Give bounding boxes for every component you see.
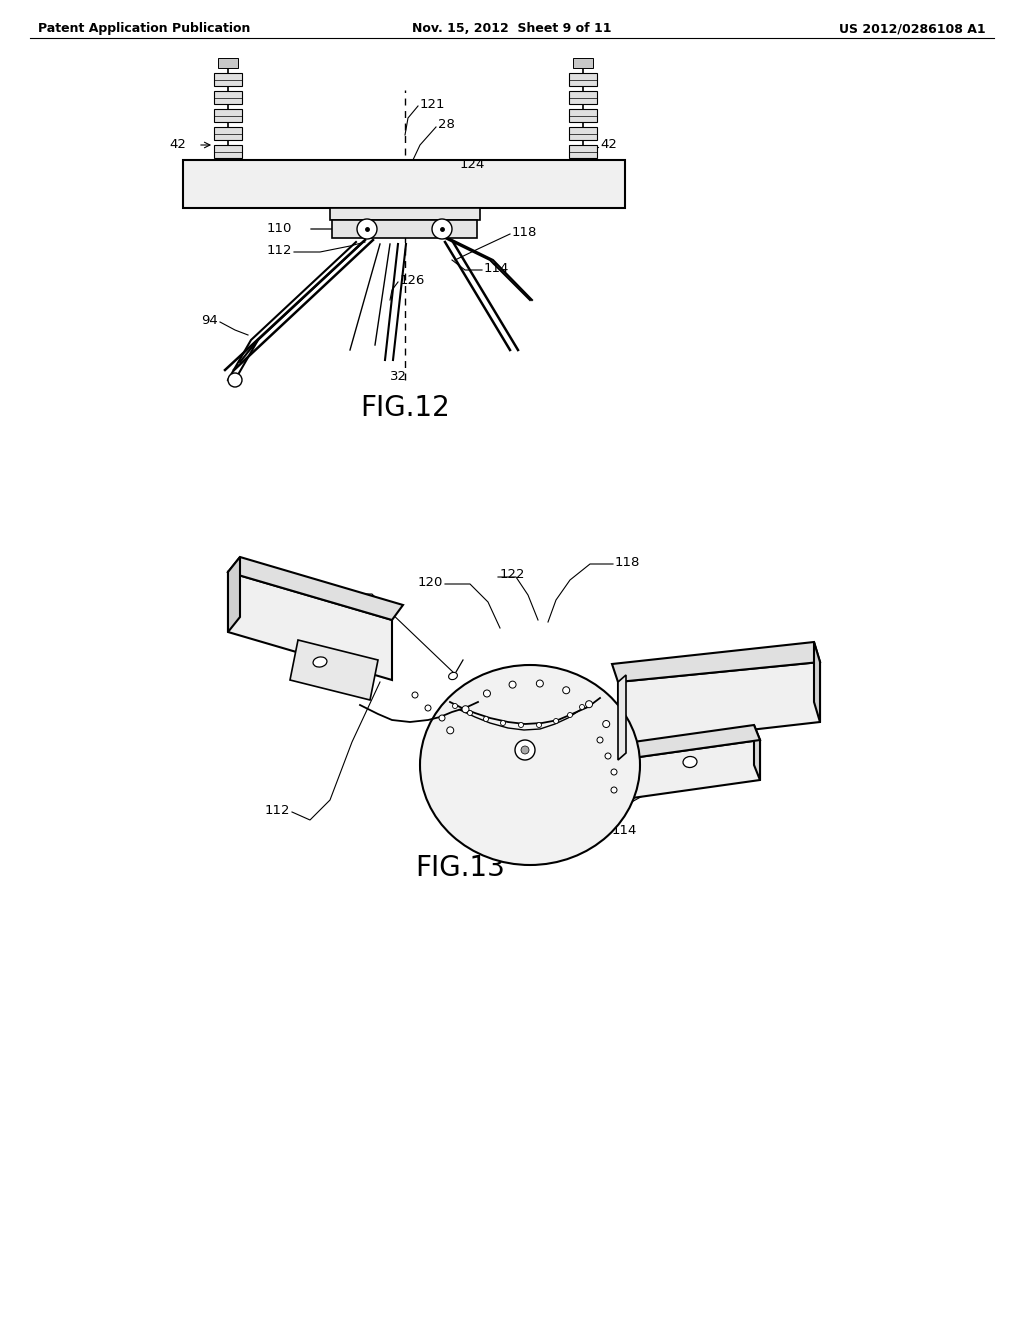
Circle shape [586,701,593,708]
Polygon shape [612,725,760,760]
Circle shape [611,770,617,775]
Text: 118: 118 [512,226,538,239]
Circle shape [554,718,558,723]
Bar [573,58,593,69]
Text: US 2012/0286108 A1: US 2012/0286108 A1 [840,22,986,36]
Ellipse shape [449,672,458,680]
Circle shape [521,746,529,754]
Text: 28: 28 [438,119,455,132]
Bar [214,110,242,121]
Circle shape [462,706,469,713]
Circle shape [446,727,454,734]
Bar [330,209,480,220]
Ellipse shape [420,665,640,865]
Circle shape [611,787,617,793]
Text: FIG.12: FIG.12 [360,393,450,422]
Circle shape [567,713,572,718]
Bar [569,91,597,104]
Bar [218,58,238,69]
Text: 124: 124 [460,158,485,172]
Ellipse shape [313,657,327,667]
Ellipse shape [683,756,697,767]
Polygon shape [618,741,760,800]
Polygon shape [228,572,392,680]
Circle shape [501,721,506,726]
Text: Patent Application Publication: Patent Application Publication [38,22,251,36]
Circle shape [468,710,472,715]
Text: 110: 110 [266,223,292,235]
Text: 114: 114 [612,824,637,837]
Circle shape [515,741,535,760]
Circle shape [537,680,544,686]
Text: 42: 42 [600,139,616,152]
Text: 42: 42 [169,139,186,152]
Text: FIG.13: FIG.13 [415,854,505,882]
Circle shape [537,722,542,727]
Bar [214,73,242,86]
Text: 114: 114 [484,261,509,275]
Polygon shape [618,675,626,760]
Circle shape [432,219,452,239]
Circle shape [603,721,609,727]
Bar [183,160,625,209]
Circle shape [453,704,458,709]
Circle shape [509,681,516,688]
Polygon shape [612,642,820,682]
Bar [569,145,597,158]
Circle shape [228,374,242,387]
Text: 121: 121 [420,99,445,111]
Circle shape [597,737,603,743]
Text: Nov. 15, 2012  Sheet 9 of 11: Nov. 15, 2012 Sheet 9 of 11 [413,22,611,36]
Polygon shape [618,663,820,744]
Text: 112: 112 [266,243,292,256]
Bar [214,91,242,104]
Polygon shape [290,640,378,700]
Bar [332,220,477,238]
Text: 94: 94 [202,314,218,326]
Circle shape [580,705,585,710]
Bar [569,73,597,86]
Circle shape [483,717,488,722]
Polygon shape [814,642,820,722]
Bar [569,110,597,121]
Bar [214,145,242,158]
Bar [214,127,242,140]
Text: 112: 112 [264,804,290,817]
Bar [569,127,597,140]
Text: 120: 120 [418,576,443,589]
Circle shape [483,690,490,697]
Circle shape [439,715,445,721]
Polygon shape [228,557,240,632]
Circle shape [563,686,569,694]
Circle shape [518,722,523,727]
Text: 118: 118 [615,556,640,569]
Circle shape [605,752,611,759]
Text: 126: 126 [400,273,425,286]
Circle shape [357,219,377,239]
Text: 32: 32 [389,370,407,383]
Circle shape [425,705,431,711]
Polygon shape [754,725,760,780]
Text: 122: 122 [500,569,525,582]
Polygon shape [228,557,403,620]
Circle shape [412,692,418,698]
Text: 126: 126 [319,586,345,598]
